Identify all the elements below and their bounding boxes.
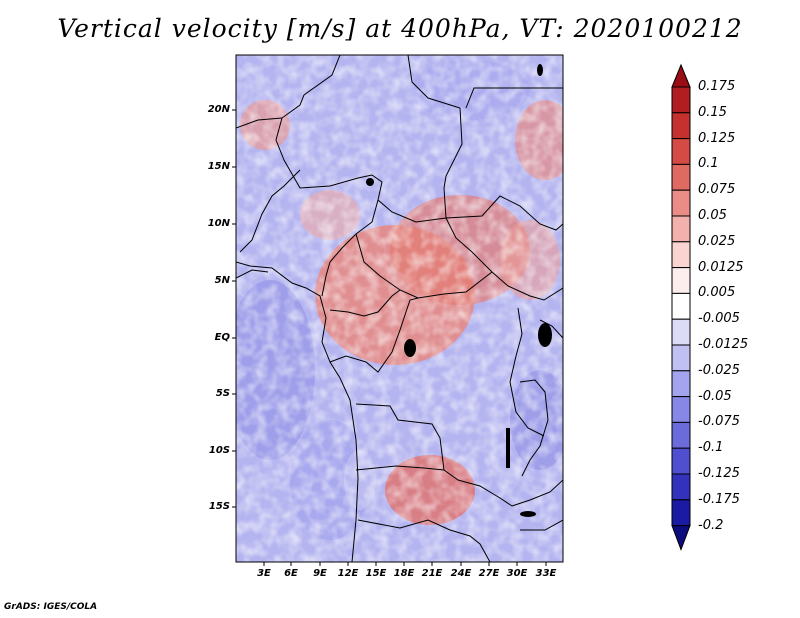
colorbar-label: -0.125	[698, 466, 740, 481]
lakes	[366, 64, 552, 517]
boundaries	[236, 55, 563, 562]
colorbar-box	[671, 421, 691, 449]
lon-label-27e: 27E	[478, 568, 500, 579]
colorbar-cap-top	[671, 63, 691, 88]
lon-label-24e: 24E	[450, 568, 472, 579]
colorbar-box	[671, 396, 691, 423]
lon-label-33e: 33E	[535, 568, 557, 579]
colorbar-box	[671, 344, 691, 372]
lon-label-21e: 21E	[421, 568, 443, 579]
lat-label-15s: 15S	[208, 501, 230, 512]
colorbar-box	[671, 370, 691, 398]
colorbar-label: 0.0125	[698, 259, 744, 275]
colorbar-box	[671, 112, 691, 140]
colorbar-label: -0.025	[698, 362, 740, 378]
colorbar-label: 0.175	[698, 79, 736, 94]
colorbar-box	[671, 292, 691, 320]
colorbar-label: 0.005	[698, 285, 736, 301]
colorbar-box	[671, 215, 691, 243]
lat-label-20n: 20N	[207, 104, 230, 115]
lon-label-6e: 6E	[284, 568, 298, 579]
colorbar-box	[671, 189, 691, 217]
colorbar-box	[671, 447, 691, 475]
colorbar-label: 0.075	[698, 182, 736, 198]
colorbar-label: 0.15	[698, 104, 727, 120]
colorbar-label: -0.1	[698, 440, 724, 456]
colorbar-label: -0.005	[698, 311, 740, 327]
lon-label-12e: 12E	[337, 568, 359, 579]
tick-marks	[232, 109, 547, 566]
colorbar-box	[671, 163, 691, 191]
chart-title: Vertical velocity [m/s] at 400hPa, VT: 2…	[57, 14, 743, 43]
lat-label-10n: 10N	[207, 218, 230, 229]
colorbar-box	[671, 241, 691, 269]
colorbar-label: -0.0125	[698, 337, 749, 352]
colorbar-box	[671, 499, 691, 527]
colorbar-label: -0.075	[698, 414, 740, 430]
lat-label-15n: 15N	[207, 161, 230, 172]
colorbar	[671, 63, 691, 552]
velocity-field	[236, 55, 563, 562]
colorbar-label: 0.125	[698, 130, 736, 146]
lon-label-30e: 30E	[506, 568, 528, 579]
colorbar-label: 0.1	[698, 156, 719, 172]
colorbar-label: -0.2	[698, 517, 724, 533]
colorbar-box	[671, 86, 691, 114]
colorbar-label: 0.05	[698, 208, 727, 223]
lat-label-5s: 5S	[215, 388, 230, 399]
map-frame	[235, 54, 564, 563]
colorbar-box	[671, 318, 691, 346]
colorbar-box	[671, 138, 691, 165]
colorbar-label: -0.05	[698, 388, 732, 404]
colorbar-cap-bottom	[671, 525, 691, 552]
lon-label-18e: 18E	[393, 568, 415, 579]
grads-credit: GrADS: IGES/COLA	[4, 602, 98, 612]
lat-label-5n: 5N	[214, 275, 230, 286]
colorbar-box	[671, 267, 691, 294]
lon-label-9e: 9E	[313, 568, 327, 579]
lat-label-10s: 10S	[208, 445, 230, 456]
colorbar-label: 0.025	[698, 233, 736, 249]
colorbar-box	[671, 473, 691, 501]
lon-label-3e: 3E	[257, 568, 271, 579]
lat-label-eq: EQ	[214, 332, 230, 343]
colorbar-label: -0.175	[698, 491, 740, 507]
lon-label-15e: 15E	[365, 568, 387, 579]
